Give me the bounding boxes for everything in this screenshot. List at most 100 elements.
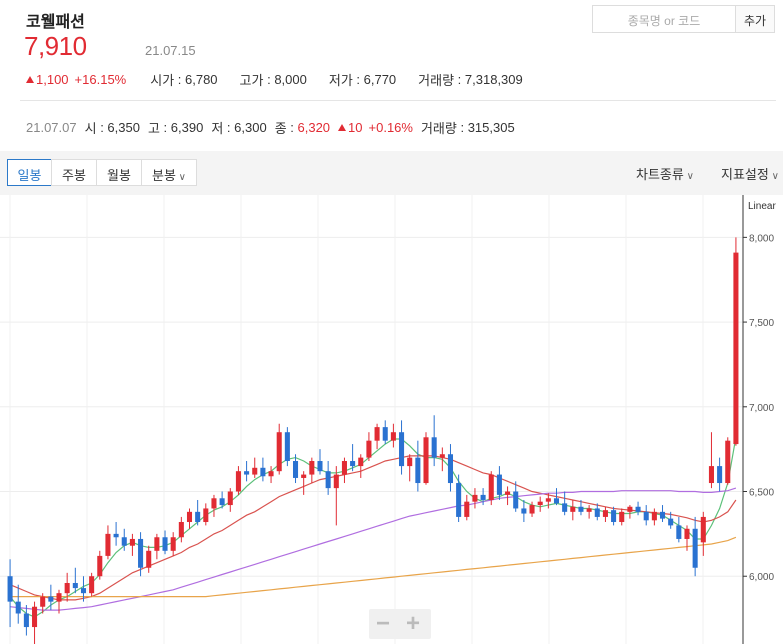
candle[interactable] xyxy=(562,491,568,516)
candle[interactable] xyxy=(341,457,347,484)
candle[interactable] xyxy=(195,499,201,526)
candle[interactable] xyxy=(154,533,160,560)
candlestick-chart[interactable]: Linear 6,000 6,500 7,000 7,500 8,000 xyxy=(0,195,783,644)
candle[interactable] xyxy=(72,567,78,594)
candle[interactable] xyxy=(545,493,551,509)
candle[interactable] xyxy=(170,532,176,556)
candle[interactable] xyxy=(659,505,666,523)
candle[interactable] xyxy=(415,440,421,492)
candle[interactable] xyxy=(496,466,502,500)
candle[interactable] xyxy=(513,481,519,512)
candle[interactable] xyxy=(23,605,29,636)
candle[interactable] xyxy=(325,461,331,495)
candle[interactable] xyxy=(505,486,511,506)
candle[interactable] xyxy=(97,550,103,580)
candle[interactable] xyxy=(692,516,698,577)
candle[interactable] xyxy=(162,530,168,555)
candle[interactable] xyxy=(464,494,470,521)
candle[interactable] xyxy=(252,457,258,478)
candle[interactable] xyxy=(399,420,405,475)
candle[interactable] xyxy=(292,454,299,484)
candle[interactable] xyxy=(635,501,641,516)
candle[interactable] xyxy=(488,471,494,506)
candle[interactable] xyxy=(570,499,576,521)
candle[interactable] xyxy=(390,423,396,448)
candle[interactable] xyxy=(129,533,135,556)
candle[interactable] xyxy=(447,444,454,492)
candle[interactable] xyxy=(366,432,372,462)
candle[interactable] xyxy=(32,601,38,644)
candle[interactable] xyxy=(15,584,21,624)
candle[interactable] xyxy=(537,496,543,512)
candle[interactable] xyxy=(350,444,356,472)
candle[interactable] xyxy=(472,488,478,509)
candle[interactable] xyxy=(227,488,233,512)
candle[interactable] xyxy=(64,572,70,602)
candle[interactable] xyxy=(374,423,380,450)
tab-monthly[interactable]: 월봉 xyxy=(96,159,142,186)
candle[interactable] xyxy=(456,474,462,523)
tab-minute[interactable]: 분봉 ∨ xyxy=(141,159,197,186)
search-input[interactable]: 종목명 or 코드 xyxy=(592,5,736,33)
candle[interactable] xyxy=(178,516,184,543)
candle[interactable] xyxy=(89,572,95,597)
candle[interactable] xyxy=(284,427,290,467)
candle[interactable] xyxy=(105,525,111,560)
candle[interactable] xyxy=(186,508,193,529)
candle[interactable] xyxy=(382,420,388,445)
add-button[interactable]: 추가 xyxy=(735,5,775,33)
candle[interactable] xyxy=(529,501,535,517)
candle[interactable] xyxy=(268,466,274,484)
tab-daily[interactable]: 일봉 xyxy=(7,159,52,186)
candle[interactable] xyxy=(594,503,600,521)
candle[interactable] xyxy=(668,511,674,529)
candle[interactable] xyxy=(309,457,315,484)
candle[interactable] xyxy=(684,525,690,551)
candle[interactable] xyxy=(586,505,592,519)
candle[interactable] xyxy=(602,506,608,523)
candle[interactable] xyxy=(333,466,339,526)
candle[interactable] xyxy=(717,457,723,492)
candle[interactable] xyxy=(7,559,13,628)
candle[interactable] xyxy=(211,494,217,517)
candle[interactable] xyxy=(113,522,119,546)
candle[interactable] xyxy=(700,511,706,556)
candle[interactable] xyxy=(56,589,62,614)
candle[interactable] xyxy=(80,576,87,602)
candle[interactable] xyxy=(619,508,625,526)
candle[interactable] xyxy=(553,488,560,506)
candle[interactable] xyxy=(643,505,649,526)
candle[interactable] xyxy=(146,545,152,573)
candle[interactable] xyxy=(431,415,437,467)
candle[interactable] xyxy=(317,449,323,475)
candle[interactable] xyxy=(244,461,250,482)
candle[interactable] xyxy=(733,237,739,446)
candle[interactable] xyxy=(138,532,144,577)
candle[interactable] xyxy=(651,508,657,526)
candle[interactable] xyxy=(725,437,731,485)
candle[interactable] xyxy=(439,447,445,472)
candle[interactable] xyxy=(40,593,46,614)
candle[interactable] xyxy=(203,503,209,526)
candle[interactable] xyxy=(627,505,633,519)
zoom-in-button[interactable]: + xyxy=(406,610,421,637)
candle[interactable] xyxy=(676,516,682,543)
candle[interactable] xyxy=(423,432,429,485)
candle[interactable] xyxy=(480,488,486,506)
candle[interactable] xyxy=(48,584,54,611)
candle[interactable] xyxy=(276,423,282,475)
candle[interactable] xyxy=(578,499,584,516)
candle[interactable] xyxy=(611,506,617,526)
candle[interactable] xyxy=(521,499,527,523)
zoom-out-button[interactable]: − xyxy=(376,610,391,637)
chart-type-menu[interactable]: 차트종류 ∨ xyxy=(636,164,694,183)
candle[interactable] xyxy=(407,454,413,482)
candle[interactable] xyxy=(708,432,714,489)
candle[interactable] xyxy=(121,528,127,551)
candle[interactable] xyxy=(219,491,225,509)
candle[interactable] xyxy=(260,457,266,482)
candle[interactable] xyxy=(301,471,307,495)
candle[interactable] xyxy=(358,454,364,478)
indicator-menu[interactable]: 지표설정 ∨ xyxy=(721,164,779,183)
tab-weekly[interactable]: 주봉 xyxy=(51,159,97,186)
